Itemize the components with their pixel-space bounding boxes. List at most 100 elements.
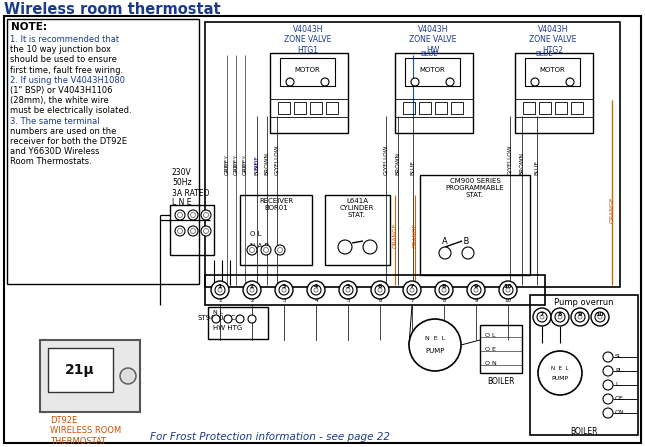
Text: 3. The same terminal: 3. The same terminal — [10, 117, 99, 126]
Text: should be used to ensure: should be used to ensure — [10, 55, 117, 64]
Circle shape — [275, 281, 293, 299]
Text: 9: 9 — [474, 298, 478, 303]
Text: BROWN: BROWN — [519, 152, 524, 175]
Bar — [208, 307, 268, 339]
Bar — [395, 53, 473, 133]
Text: O L: O L — [250, 231, 261, 237]
Text: 1. It is recommended that: 1. It is recommended that — [10, 35, 119, 44]
Circle shape — [343, 285, 353, 295]
Text: PUMP: PUMP — [425, 348, 444, 354]
Circle shape — [471, 285, 481, 295]
Bar — [435, 102, 447, 114]
Bar — [395, 99, 473, 117]
Bar — [278, 102, 290, 114]
Text: BLUE: BLUE — [535, 160, 539, 175]
Circle shape — [439, 247, 451, 259]
Bar — [40, 340, 140, 412]
Text: ORANGE: ORANGE — [610, 197, 615, 224]
Text: 5: 5 — [346, 298, 350, 303]
Text: BLUE: BLUE — [535, 51, 553, 57]
Circle shape — [204, 212, 208, 218]
Circle shape — [603, 394, 613, 404]
Circle shape — [439, 285, 449, 295]
Text: 5: 5 — [346, 283, 350, 288]
Circle shape — [375, 285, 385, 295]
Text: N L: N L — [213, 310, 223, 315]
Text: BLUE: BLUE — [410, 160, 415, 175]
Circle shape — [551, 308, 569, 326]
Circle shape — [212, 315, 220, 323]
Bar — [325, 195, 390, 265]
Text: CM900 SERIES
PROGRAMMABLE
STAT.: CM900 SERIES PROGRAMMABLE STAT. — [446, 178, 504, 198]
Text: 2: 2 — [250, 298, 253, 303]
Circle shape — [190, 228, 195, 233]
Text: receiver for both the DT92E: receiver for both the DT92E — [10, 137, 127, 146]
Text: A      B: A B — [442, 237, 470, 246]
Circle shape — [411, 78, 419, 86]
Circle shape — [442, 288, 446, 292]
Text: ST9400A/C: ST9400A/C — [198, 315, 236, 321]
Text: BROWN: BROWN — [264, 152, 270, 175]
Text: 10: 10 — [596, 312, 604, 317]
Circle shape — [603, 352, 613, 362]
Text: 4: 4 — [314, 283, 318, 288]
Circle shape — [282, 288, 286, 292]
Circle shape — [603, 366, 613, 376]
Text: BOILER: BOILER — [570, 427, 598, 436]
Bar — [270, 99, 348, 117]
Circle shape — [538, 351, 582, 395]
Text: PL: PL — [615, 368, 622, 373]
Circle shape — [175, 226, 185, 236]
Circle shape — [339, 281, 357, 299]
Circle shape — [462, 247, 474, 259]
Circle shape — [321, 78, 329, 86]
Text: GREY: GREY — [233, 154, 239, 170]
Text: MOTOR: MOTOR — [539, 67, 565, 73]
Circle shape — [591, 308, 609, 326]
Text: 6: 6 — [378, 283, 382, 288]
Bar — [48, 348, 113, 392]
Text: (28mm), the white wire: (28mm), the white wire — [10, 96, 109, 105]
Text: 9: 9 — [578, 312, 582, 317]
Bar — [270, 53, 348, 133]
Text: BROWN: BROWN — [395, 152, 401, 175]
Circle shape — [446, 78, 454, 86]
Text: NOTE:: NOTE: — [11, 22, 47, 32]
Text: must be electrically isolated.: must be electrically isolated. — [10, 106, 132, 115]
Text: 10: 10 — [504, 298, 511, 303]
Text: GREY: GREY — [243, 154, 248, 170]
Bar — [326, 102, 338, 114]
Circle shape — [201, 210, 211, 220]
Bar — [480, 325, 522, 373]
Text: L: L — [615, 382, 619, 387]
Bar — [7, 19, 199, 284]
Text: ORANGE: ORANGE — [413, 222, 417, 248]
Text: GREY: GREY — [224, 159, 230, 175]
Circle shape — [120, 368, 136, 384]
Circle shape — [409, 319, 461, 371]
Text: 3: 3 — [282, 283, 286, 288]
Text: N  E  L: N E L — [425, 337, 445, 342]
Text: O N: O N — [485, 361, 497, 366]
Circle shape — [558, 315, 562, 319]
Text: 10: 10 — [504, 283, 512, 288]
Bar — [240, 195, 312, 265]
Text: V4043H
ZONE VALVE
HTG1: V4043H ZONE VALVE HTG1 — [284, 25, 332, 55]
Circle shape — [188, 226, 198, 236]
Text: N  E  L: N E L — [551, 366, 569, 371]
Circle shape — [467, 281, 485, 299]
Text: BLUE: BLUE — [420, 51, 438, 57]
Circle shape — [571, 308, 589, 326]
Text: 8: 8 — [558, 312, 562, 317]
Text: GREY: GREY — [224, 154, 230, 170]
Circle shape — [177, 228, 183, 233]
Circle shape — [279, 285, 289, 295]
Text: first time, fault free wiring.: first time, fault free wiring. — [10, 66, 123, 75]
Text: MOTOR: MOTOR — [294, 67, 320, 73]
Bar — [515, 99, 593, 117]
Text: Pump overrun: Pump overrun — [554, 298, 614, 307]
Bar — [405, 58, 460, 86]
Circle shape — [243, 281, 261, 299]
Text: ON: ON — [615, 410, 625, 415]
Circle shape — [503, 285, 513, 295]
